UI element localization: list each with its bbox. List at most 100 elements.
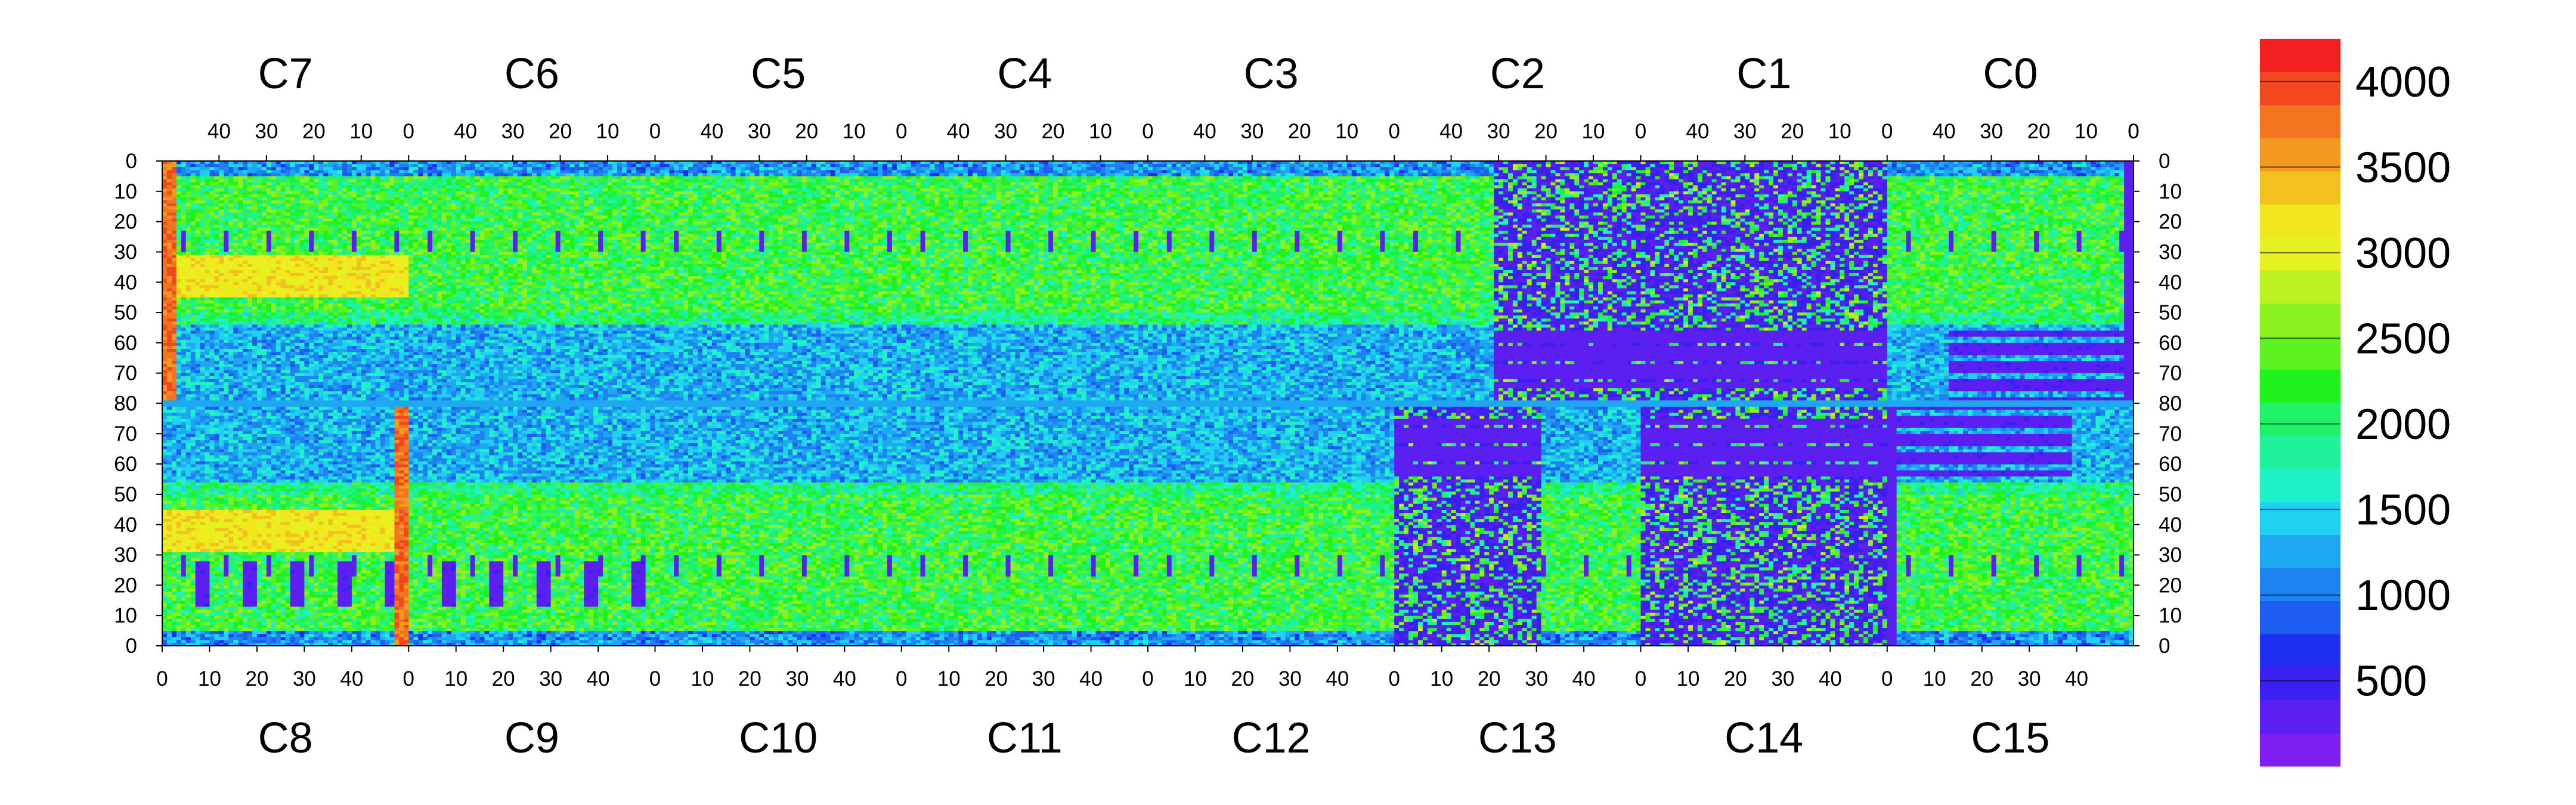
- heatmap-cell: [295, 379, 309, 383]
- heatmap-cell: [645, 200, 651, 204]
- heatmap-cell: [275, 221, 281, 225]
- heatmap-cell: [394, 221, 400, 225]
- heatmap-cell: [275, 285, 281, 289]
- heatmap-cell: [200, 349, 206, 352]
- heatmap-cell: [650, 218, 656, 222]
- heatmap-cell: [219, 339, 224, 343]
- heatmap-cell: [228, 364, 234, 368]
- heatmap-cell: [342, 279, 348, 283]
- heatmap-cell: [460, 279, 471, 283]
- heatmap-cell: [441, 233, 447, 237]
- heatmap-cell: [574, 240, 580, 243]
- heatmap-cell: [579, 206, 584, 210]
- heatmap-cell: [171, 382, 177, 386]
- heatmap-cell: [428, 258, 438, 262]
- heatmap-cell: [351, 197, 357, 201]
- heatmap-cell: [650, 179, 656, 183]
- heatmap-cell: [342, 315, 348, 319]
- heatmap-cell: [309, 252, 314, 256]
- heatmap-cell: [181, 397, 187, 401]
- heatmap-cell: [304, 361, 309, 365]
- heatmap-cell: [266, 373, 272, 377]
- heatmap-cell: [323, 267, 329, 271]
- heatmap-cell: [314, 303, 319, 307]
- heatmap-cell: [446, 215, 452, 219]
- heatmap-cell: [451, 252, 457, 256]
- heatmap-cell: [370, 327, 376, 332]
- heatmap-cell: [351, 285, 357, 289]
- heatmap-cell: [166, 397, 177, 401]
- heatmap-cell: [162, 358, 168, 361]
- heatmap-cell: [266, 261, 272, 265]
- heatmap-cell: [522, 273, 528, 277]
- heatmap-cell: [200, 164, 206, 168]
- heatmap-cell: [518, 252, 523, 256]
- heatmap-cell: [209, 376, 215, 380]
- heatmap-cell: [370, 279, 376, 283]
- heatmap-cell: [342, 203, 348, 207]
- heatmap-cell: [366, 321, 371, 325]
- heatmap-cell: [328, 385, 333, 389]
- heatmap-cell: [361, 391, 367, 395]
- heatmap-cell: [351, 161, 357, 165]
- heatmap-cell: [569, 179, 575, 183]
- heatmap-cell: [408, 273, 414, 277]
- heatmap-cell: [436, 194, 447, 198]
- heatmap-cell: [351, 312, 367, 316]
- heatmap-cell: [465, 261, 471, 265]
- heatmap-cell: [375, 345, 381, 349]
- heatmap-cell: [252, 164, 258, 168]
- heatmap-cell: [342, 391, 348, 395]
- heatmap-cell: [295, 246, 301, 249]
- heatmap-cell: [423, 164, 428, 168]
- heatmap-cell: [399, 361, 404, 365]
- heatmap-cell: [243, 212, 248, 216]
- heatmap-cell: [285, 221, 291, 225]
- heatmap-cell: [256, 339, 262, 343]
- heatmap-cell: [261, 373, 267, 377]
- heatmap-cell: [318, 330, 324, 335]
- heatmap-cell: [295, 176, 305, 180]
- heatmap-cell: [361, 252, 367, 256]
- heatmap-cell: [185, 382, 215, 386]
- heatmap-cell: [346, 303, 352, 307]
- heatmap-cell: [224, 170, 229, 174]
- heatmap-cell: [631, 264, 637, 268]
- heatmap-cell: [318, 224, 329, 228]
- heatmap-cell: [451, 285, 457, 289]
- heatmap-cell: [370, 339, 376, 343]
- heatmap-cell: [361, 309, 367, 313]
- heatmap-cell: [162, 324, 168, 329]
- heatmap-cell: [314, 161, 319, 165]
- heatmap-cell: [266, 209, 277, 213]
- heatmap-cell: [356, 173, 362, 177]
- heatmap-cell: [584, 209, 589, 213]
- heatmap-cell: [536, 209, 542, 213]
- heatmap-cell: [423, 191, 428, 195]
- heatmap-cell: [280, 309, 286, 313]
- heatmap-cell: [579, 188, 584, 192]
- heatmap-cell: [224, 218, 229, 222]
- heatmap-cell: [190, 252, 201, 256]
- heatmap-cell: [446, 246, 452, 249]
- heatmap-cell: [503, 194, 509, 198]
- heatmap-cell: [579, 191, 584, 195]
- heatmap-cell: [423, 230, 428, 234]
- heatmap-cell: [508, 264, 513, 268]
- heatmap-cell: [536, 255, 542, 259]
- heatmap-cell: [233, 355, 243, 358]
- heatmap-cell: [205, 367, 210, 371]
- heatmap-cell: [176, 173, 182, 177]
- heatmap-cell: [650, 267, 656, 271]
- heatmap-cell: [171, 167, 177, 171]
- heatmap-cell: [346, 339, 352, 343]
- heatmap-cell: [266, 324, 272, 329]
- heatmap-cell: [342, 255, 348, 259]
- heatmap-cell: [252, 243, 258, 246]
- heatmap-cell: [380, 197, 386, 201]
- heatmap-cell: [280, 227, 291, 231]
- heatmap-cell: [423, 170, 433, 174]
- heatmap-cell: [508, 273, 513, 277]
- heatmap-cell: [380, 246, 386, 249]
- heatmap-cell: [640, 176, 646, 180]
